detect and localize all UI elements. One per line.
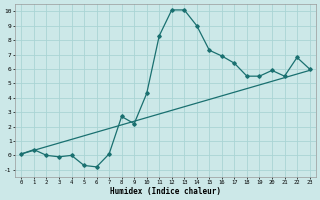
X-axis label: Humidex (Indice chaleur): Humidex (Indice chaleur): [110, 187, 221, 196]
